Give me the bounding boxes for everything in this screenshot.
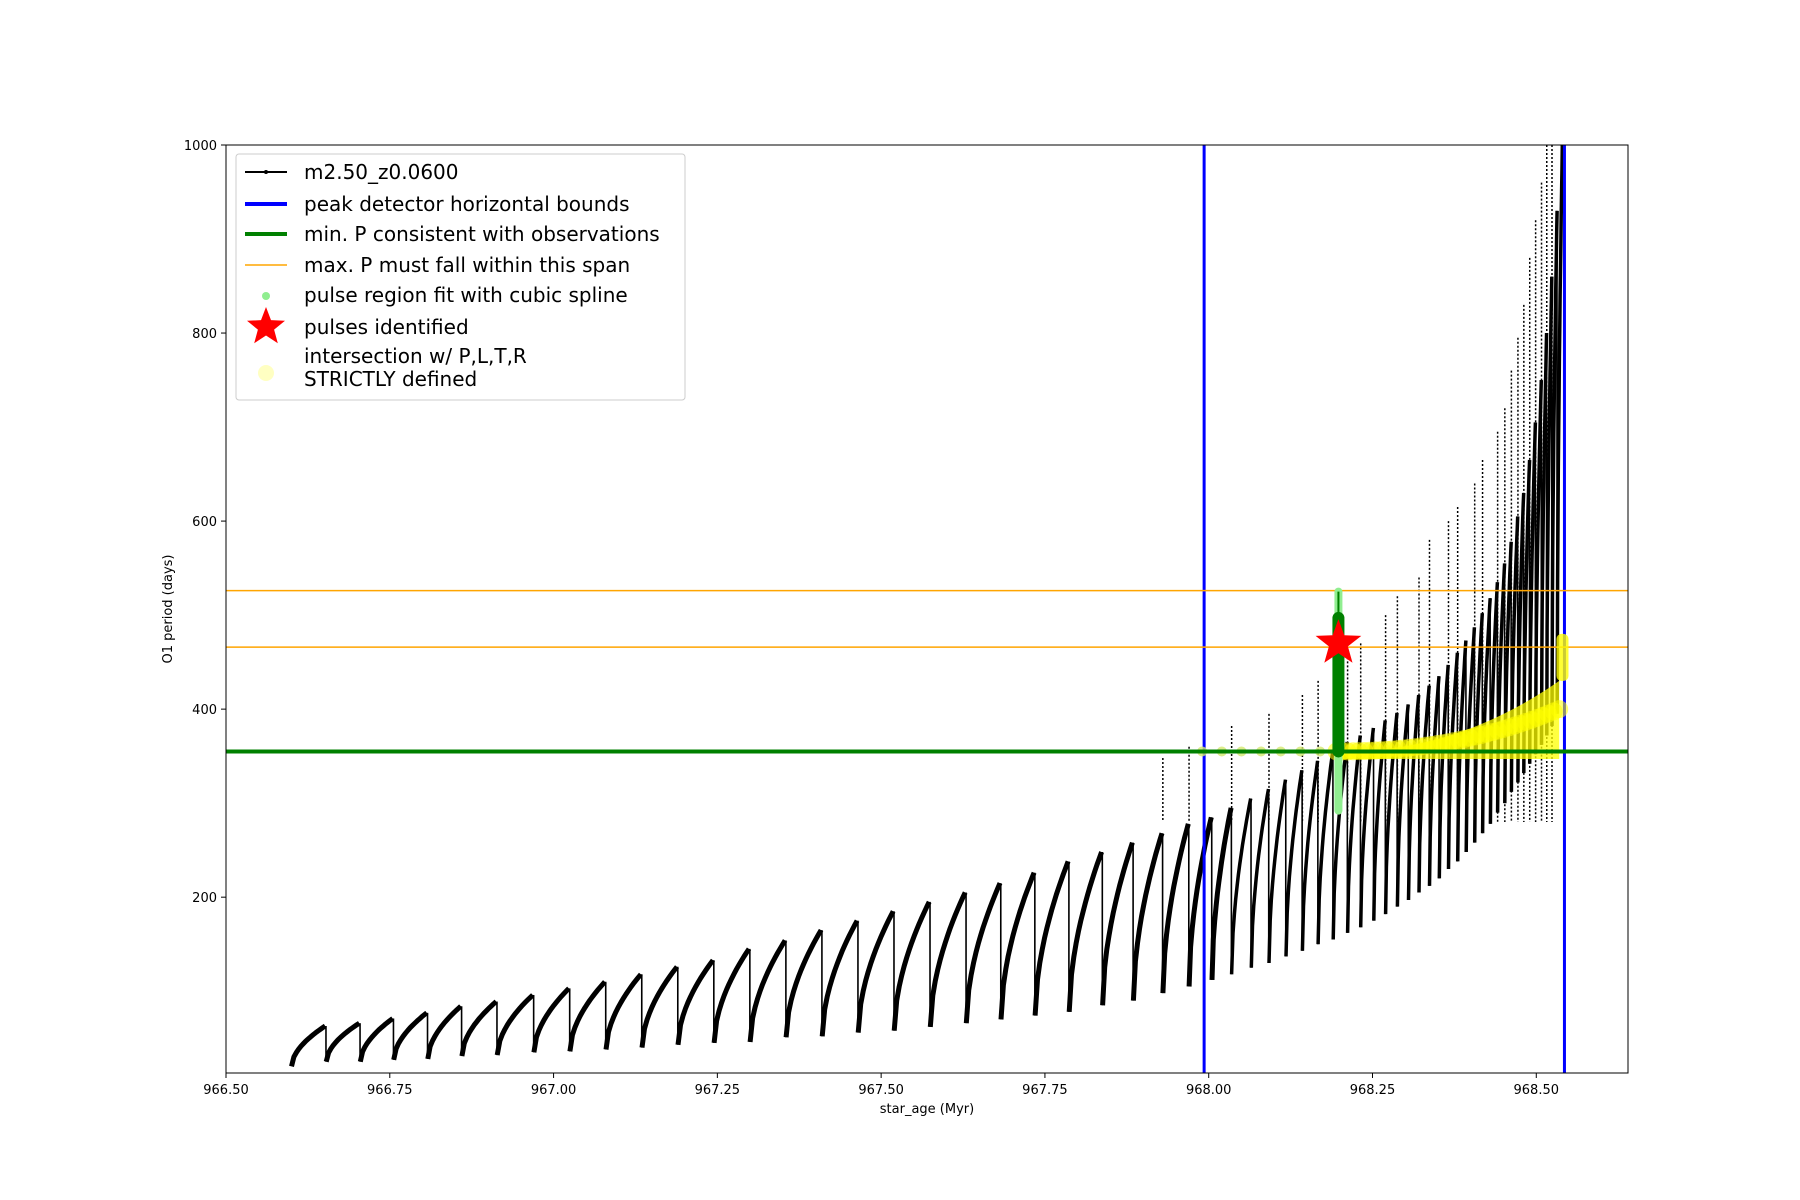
x-tick-label: 968.00 — [1186, 1083, 1232, 1098]
axes: 966.50 966.75 967.00 967.25 967.50 967.75 968.… — [184, 139, 1559, 1098]
model-pulse-curve — [927, 891, 968, 1028]
model-pulse-curve — [1066, 851, 1104, 1013]
y-tick-label: 400 — [192, 703, 217, 718]
model-pulse-curve — [1372, 720, 1387, 921]
legend-label-intersection-line-2: STRICTLY defined — [304, 367, 477, 391]
x-tick-label: 967.75 — [1022, 1083, 1068, 1098]
model-pulse-curve — [1229, 798, 1253, 975]
model-pulse-curve — [1186, 816, 1214, 987]
intersection-end-cluster — [1556, 633, 1569, 681]
model-pulse-curve — [747, 939, 788, 1043]
plot-frame — [225, 144, 1629, 1074]
legend-swatch-yellow — [258, 365, 274, 381]
model-pulse-curve — [459, 999, 498, 1057]
model-pulse-curve — [531, 986, 571, 1053]
x-tick-label: 966.75 — [367, 1083, 413, 1098]
model-pulse-curve — [1527, 422, 1538, 764]
intersection-point — [1550, 700, 1569, 719]
model-pulse-curve — [855, 910, 896, 1033]
model-pulse-curve — [639, 965, 679, 1048]
y-axis-label: O1 period (days) — [161, 554, 176, 663]
model-pulse-curve — [963, 882, 1003, 1024]
model-pulse-curve — [819, 919, 860, 1037]
model-pulse-curve — [1032, 860, 1071, 1016]
legend-label-bounds: peak detector horizontal bounds — [304, 192, 630, 216]
plot-area — [226, 145, 1628, 1073]
model-pulse-curve — [1533, 380, 1544, 755]
model-pulse-curve — [1267, 779, 1288, 964]
legend-label-spline: pulse region fit with cubic spline — [304, 283, 628, 307]
x-axis-label: star_age (Myr) — [880, 1102, 974, 1117]
x-tick-label: 967.25 — [695, 1083, 741, 1098]
model-pulse-curve — [998, 871, 1037, 1020]
model-pulse-curve — [1455, 640, 1468, 862]
legend-label-max-p: max. P must fall within this span — [304, 253, 630, 277]
legend-label-model: m2.50_z0.0600 — [304, 160, 459, 184]
model-pulse-curve — [1522, 459, 1532, 774]
legend-label-intersection-line-1: intersection w/ P,L,T,R — [304, 344, 527, 368]
model-pulse-curve — [1100, 841, 1135, 1006]
legend-label-min-p: min. P consistent with observations — [304, 222, 660, 246]
legend-label-intersection: intersection w/ P,L,T,R STRICTLY defined — [304, 344, 533, 391]
x-tick-label: 967.00 — [531, 1083, 577, 1098]
model-pulse-curve — [289, 1023, 327, 1068]
legend-swatch-lightgreen — [262, 292, 270, 300]
x-tick-label: 968.50 — [1514, 1083, 1560, 1098]
x-tick-label: 966.50 — [203, 1083, 249, 1098]
model-pulse-curve — [1555, 145, 1565, 714]
model-pulse-curve — [783, 928, 824, 1038]
x-tick-label: 967.50 — [858, 1083, 904, 1098]
model-pulse-curve — [1516, 492, 1526, 783]
model-pulse-curve — [391, 1010, 429, 1061]
model-pulse-curve — [1284, 769, 1304, 957]
x-tick-label: 968.25 — [1350, 1083, 1396, 1098]
model-pulse-curve — [1300, 760, 1320, 951]
model-pulse-curve — [891, 900, 932, 1031]
model-pulse-curve — [323, 1021, 361, 1063]
model-pulse-curve — [1446, 652, 1460, 870]
legend-box — [235, 153, 686, 401]
model-pulse-curve — [1395, 704, 1410, 907]
model-pulse-curve — [494, 993, 535, 1056]
legend-swatch-black-dot — [264, 170, 268, 174]
model-pulse-curve — [675, 958, 716, 1046]
model-pulse-curve — [1509, 516, 1520, 792]
legend-label-pulses: pulses identified — [304, 315, 469, 339]
model-pulse-curve — [1464, 627, 1477, 853]
intersection-band — [1336, 680, 1560, 759]
model-pulse-curve — [1437, 664, 1450, 879]
model-pulse-curve — [1316, 751, 1335, 945]
y-tick-label: 200 — [192, 891, 217, 906]
y-tick-label: 1000 — [184, 139, 217, 154]
model-pulse-curve — [711, 947, 752, 1044]
model-pulse-curve — [425, 1004, 463, 1060]
y-tick-label: 800 — [192, 327, 217, 342]
legend-swatch-red-star — [247, 307, 285, 344]
pulse-identified-marker — [1315, 619, 1362, 663]
model-pulse-curve — [1209, 807, 1234, 980]
model-pulse-curve — [1160, 823, 1191, 994]
model-pulse-curve — [1383, 712, 1399, 915]
model-pulse-curve — [567, 980, 607, 1052]
model-pulse-curve — [1249, 788, 1271, 968]
model-pulse-curve — [1406, 694, 1421, 901]
model-pulse-curve — [357, 1016, 395, 1063]
model-pulse-curve — [1130, 832, 1165, 1001]
model-pulse-curve — [603, 972, 643, 1050]
legend: m2.50_z0.0600 peak detector horizontal b… — [235, 153, 686, 401]
y-tick-label: 600 — [192, 515, 217, 530]
model-pulse-curve — [1503, 541, 1513, 804]
